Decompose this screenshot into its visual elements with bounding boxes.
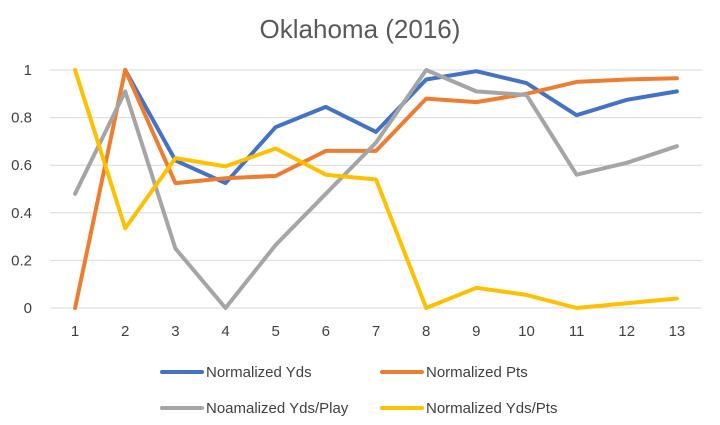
legend-label: Normalized Yds [206, 364, 312, 381]
x-tick-label: 12 [618, 323, 635, 340]
series-line-2 [73, 68, 679, 310]
legend-label: Noamalized Yds/Play [206, 400, 349, 417]
y-tick-label: 0.8 [11, 110, 32, 127]
x-tick-label: 13 [669, 323, 686, 340]
x-tick-label: 2 [121, 323, 129, 340]
y-tick-label: 1 [24, 62, 32, 79]
x-tick-label: 4 [221, 323, 229, 340]
x-tick-label: 6 [322, 323, 330, 340]
legend-label: Normalized Pts [426, 364, 528, 381]
legend-label: Normalized Yds/Pts [426, 400, 557, 417]
x-tick-label: 5 [272, 323, 280, 340]
y-tick-label: 0.2 [11, 252, 32, 269]
x-tick-label: 7 [372, 323, 380, 340]
chart-title: Oklahoma (2016) [260, 14, 461, 44]
x-tick-label: 11 [569, 323, 585, 340]
x-axis-tick-labels: 1 2 3 4 5 6 7 8 9 10 11 12 13 [71, 323, 685, 340]
x-tick-label: 3 [171, 323, 179, 340]
series-lines [73, 68, 679, 310]
y-tick-label: 0 [24, 300, 32, 317]
series-line-1 [73, 68, 679, 310]
legend: Normalized Yds Normalized Pts Noamalized Y… [160, 364, 557, 417]
x-tick-label: 9 [472, 323, 480, 340]
x-tick-label: 8 [422, 323, 430, 340]
y-tick-label: 0.4 [11, 205, 32, 222]
y-tick-label: 0.6 [11, 157, 32, 174]
x-tick-label: 10 [518, 323, 535, 340]
series-line-3 [73, 68, 679, 310]
y-axis-tick-labels: 0 0.2 0.4 0.6 0.8 1 [11, 62, 32, 317]
x-tick-label: 1 [71, 323, 79, 340]
